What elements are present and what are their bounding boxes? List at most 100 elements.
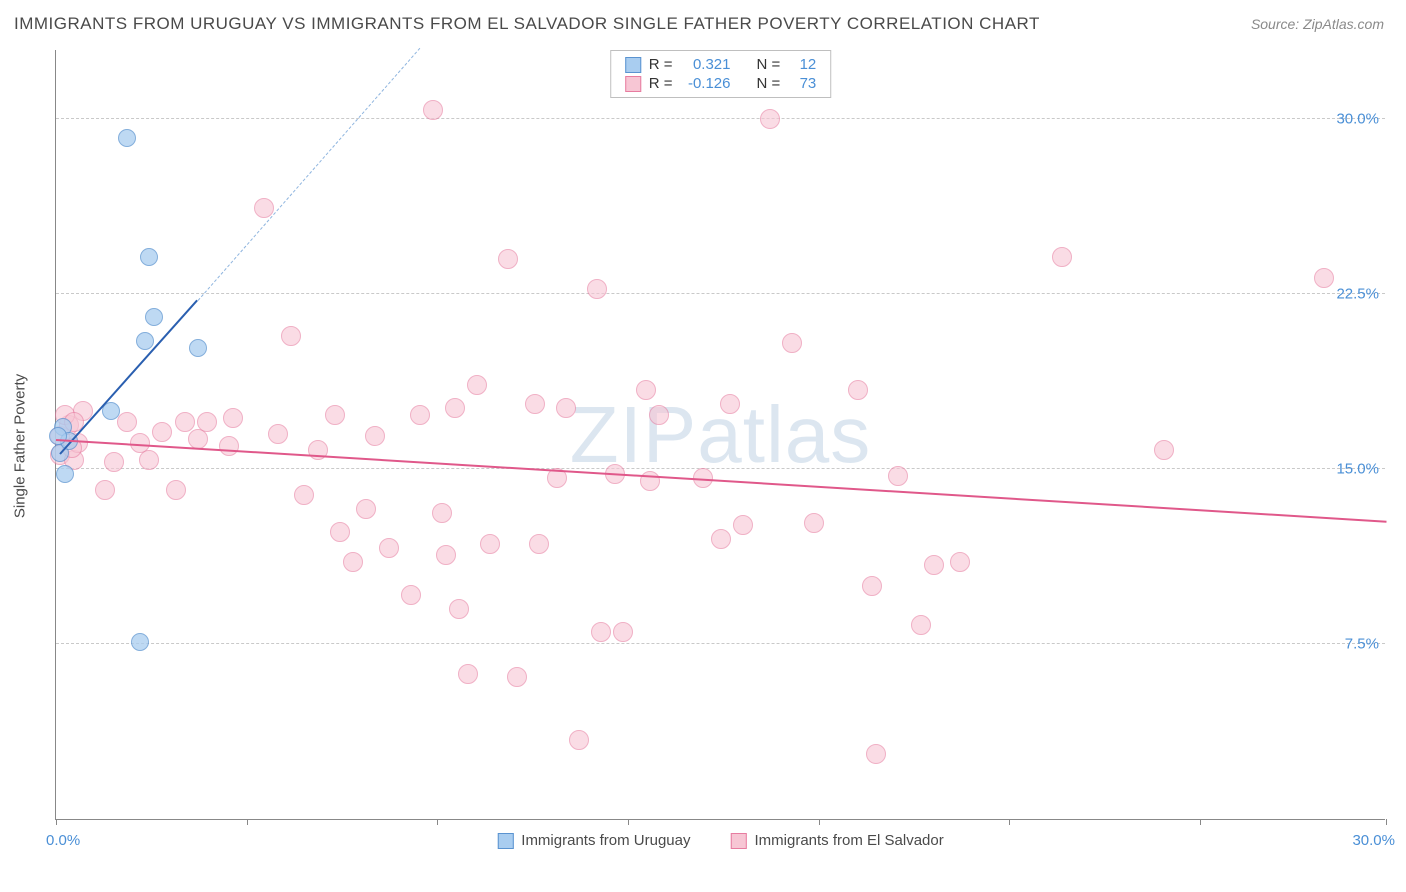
legend-swatch bbox=[625, 57, 641, 73]
data-point bbox=[1154, 440, 1174, 460]
data-point bbox=[848, 380, 868, 400]
y-tick-label: 30.0% bbox=[1336, 111, 1379, 128]
data-point bbox=[458, 664, 478, 684]
data-point bbox=[281, 326, 301, 346]
data-point bbox=[480, 534, 500, 554]
data-point bbox=[640, 471, 660, 491]
y-tick-label: 22.5% bbox=[1336, 286, 1379, 303]
data-point bbox=[401, 585, 421, 605]
data-point bbox=[104, 452, 124, 472]
data-point bbox=[140, 248, 158, 266]
data-point bbox=[507, 667, 527, 687]
data-point bbox=[118, 129, 136, 147]
data-point bbox=[569, 730, 589, 750]
data-point bbox=[432, 503, 452, 523]
series-name: Immigrants from El Salvador bbox=[754, 832, 943, 849]
data-point bbox=[423, 100, 443, 120]
chart-title: IMMIGRANTS FROM URUGUAY VS IMMIGRANTS FR… bbox=[14, 14, 1040, 34]
source-label: Source: ZipAtlas.com bbox=[1251, 16, 1384, 32]
data-point bbox=[189, 339, 207, 357]
series-legend-item: Immigrants from El Salvador bbox=[730, 832, 943, 849]
x-tick-mark bbox=[1200, 819, 1201, 825]
data-point bbox=[436, 545, 456, 565]
data-point bbox=[556, 398, 576, 418]
data-point bbox=[498, 249, 518, 269]
data-point bbox=[888, 466, 908, 486]
data-point bbox=[1052, 247, 1072, 267]
gridline bbox=[56, 293, 1385, 294]
data-point bbox=[866, 744, 886, 764]
legend-r-label: R = bbox=[649, 56, 673, 73]
gridline bbox=[56, 643, 1385, 644]
data-point bbox=[219, 436, 239, 456]
legend-swatch bbox=[497, 833, 513, 849]
data-point bbox=[330, 522, 350, 542]
data-point bbox=[117, 412, 137, 432]
series-name: Immigrants from Uruguay bbox=[521, 832, 690, 849]
data-point bbox=[95, 480, 115, 500]
legend-r-value: 0.321 bbox=[681, 56, 731, 73]
data-point bbox=[636, 380, 656, 400]
data-point bbox=[56, 465, 74, 483]
data-point bbox=[1314, 268, 1334, 288]
data-point bbox=[131, 633, 149, 651]
data-point bbox=[139, 450, 159, 470]
y-axis-label: Single Father Poverty bbox=[12, 374, 29, 518]
trend-line bbox=[197, 48, 419, 301]
data-point bbox=[911, 615, 931, 635]
data-point bbox=[733, 515, 753, 535]
x-axis-max-label: 30.0% bbox=[1352, 832, 1395, 849]
data-point bbox=[760, 109, 780, 129]
legend-n-label: N = bbox=[757, 75, 781, 92]
data-point bbox=[649, 405, 669, 425]
data-point bbox=[325, 405, 345, 425]
data-point bbox=[529, 534, 549, 554]
x-tick-mark bbox=[247, 819, 248, 825]
data-point bbox=[862, 576, 882, 596]
legend-row: R = -0.126 N = 73 bbox=[625, 74, 817, 93]
data-point bbox=[804, 513, 824, 533]
correlation-legend: R =0.321N =12R =-0.126N =73 bbox=[610, 50, 832, 98]
legend-swatch bbox=[730, 833, 746, 849]
data-point bbox=[591, 622, 611, 642]
data-point bbox=[924, 555, 944, 575]
data-point bbox=[613, 622, 633, 642]
data-point bbox=[197, 412, 217, 432]
data-point bbox=[711, 529, 731, 549]
legend-n-value: 73 bbox=[788, 75, 816, 92]
data-point bbox=[410, 405, 430, 425]
gridline bbox=[56, 468, 1385, 469]
data-point bbox=[223, 408, 243, 428]
x-tick-mark bbox=[819, 819, 820, 825]
data-point bbox=[136, 332, 154, 350]
data-point bbox=[525, 394, 545, 414]
plot-area: ZIPatlas R =0.321N =12R =-0.126N =73 Imm… bbox=[55, 50, 1385, 820]
trend-line bbox=[56, 439, 1386, 523]
x-tick-mark bbox=[1386, 819, 1387, 825]
legend-r-value: -0.126 bbox=[681, 75, 731, 92]
data-point bbox=[449, 599, 469, 619]
data-point bbox=[49, 427, 67, 445]
series-legend: Immigrants from Uruguay Immigrants from E… bbox=[497, 832, 943, 849]
data-point bbox=[379, 538, 399, 558]
series-legend-item: Immigrants from Uruguay bbox=[497, 832, 690, 849]
data-point bbox=[365, 426, 385, 446]
data-point bbox=[720, 394, 740, 414]
gridline bbox=[56, 118, 1385, 119]
x-tick-mark bbox=[628, 819, 629, 825]
data-point bbox=[145, 308, 163, 326]
data-point bbox=[950, 552, 970, 572]
y-tick-label: 15.0% bbox=[1336, 461, 1379, 478]
x-axis-min-label: 0.0% bbox=[46, 832, 80, 849]
y-tick-label: 7.5% bbox=[1345, 636, 1379, 653]
legend-row: R =0.321N =12 bbox=[625, 55, 817, 74]
data-point bbox=[343, 552, 363, 572]
data-point bbox=[587, 279, 607, 299]
legend-r-label: R = bbox=[649, 75, 673, 92]
legend-swatch bbox=[625, 76, 641, 92]
data-point bbox=[294, 485, 314, 505]
data-point bbox=[467, 375, 487, 395]
x-tick-mark bbox=[1009, 819, 1010, 825]
data-point bbox=[445, 398, 465, 418]
data-point bbox=[356, 499, 376, 519]
